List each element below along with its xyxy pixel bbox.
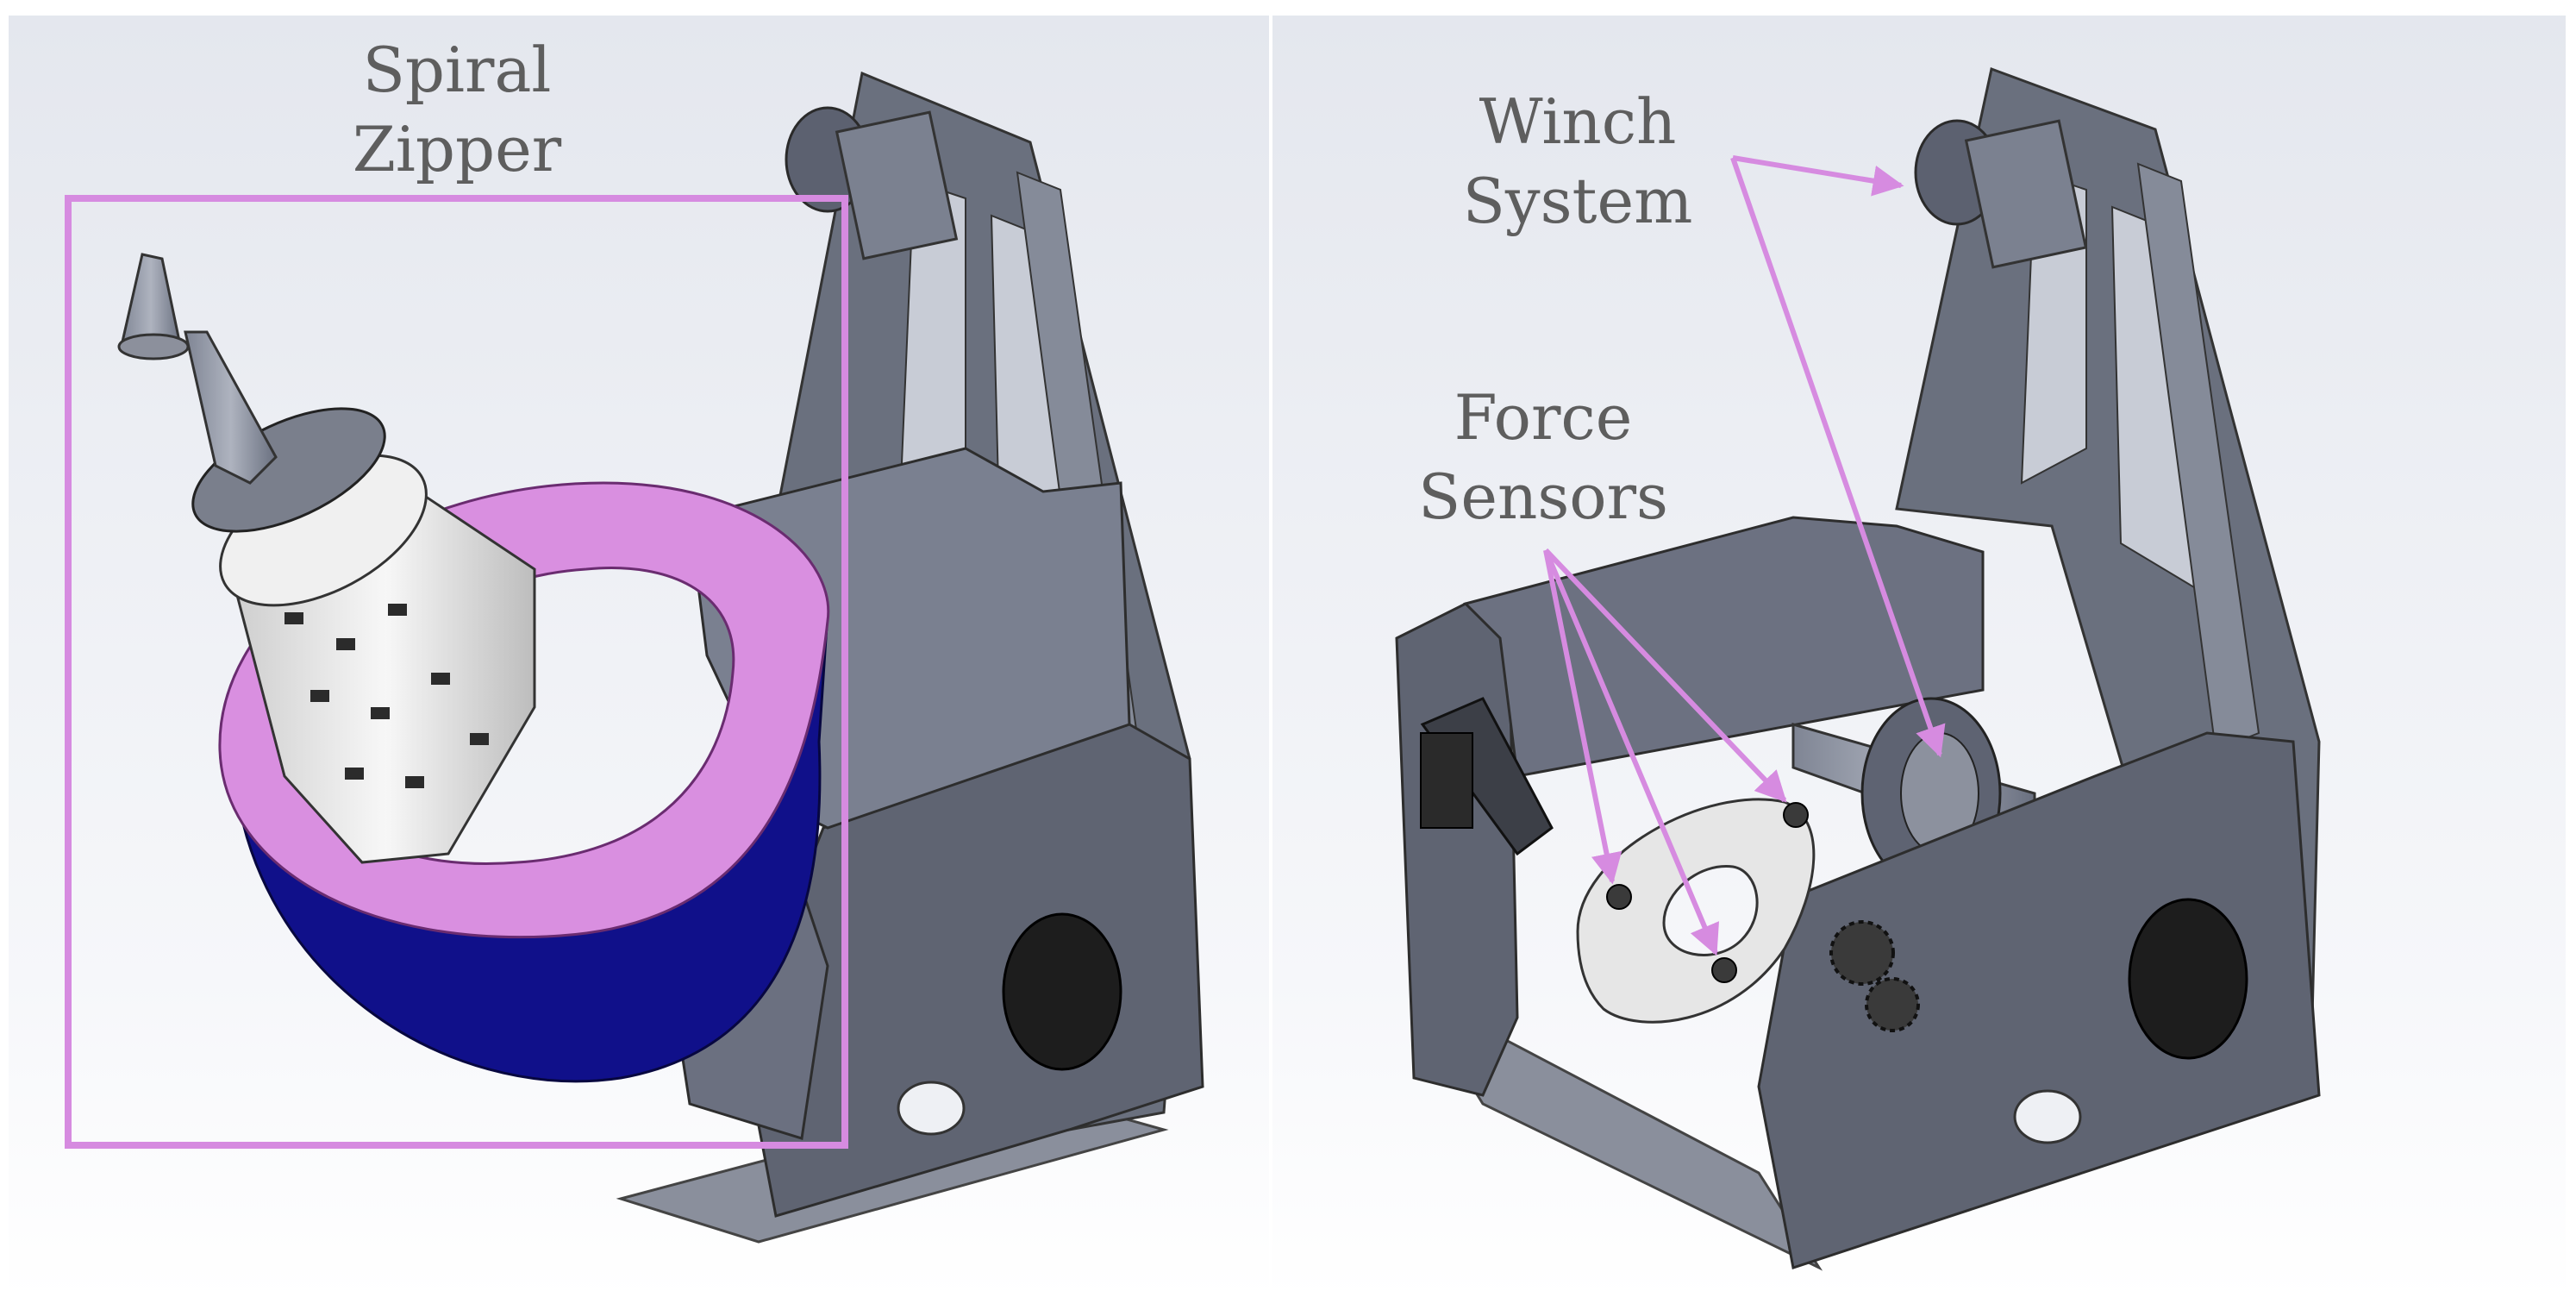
force-sensor-2 [1783, 802, 1809, 828]
force-sensor-arrows [1543, 548, 1787, 956]
winch-arrow-to-pulley [1732, 155, 1904, 197]
left-winch-bracket [835, 110, 959, 260]
left-side-hole [897, 1081, 966, 1136]
right-robot-assembly [1395, 66, 2321, 1271]
force-sensors-label: Force Sensors [1414, 378, 1673, 536]
force-sensors-label-line1: Force [1454, 381, 1633, 454]
zipper-tip-base [117, 333, 190, 360]
force-sensor-3 [1711, 957, 1737, 983]
spiral-zipper-label-line2: Zipper [352, 113, 562, 185]
force-arrow-2 [1543, 548, 1719, 956]
left-robot-assembly [117, 71, 1204, 1244]
winch-system-label-line1: Winch [1479, 85, 1677, 158]
spiral-zipper-label-line1: Spiral [362, 34, 552, 106]
force-arrow-1 [1543, 549, 1623, 885]
right-left-wall [1395, 602, 1519, 1097]
right-gear-2 [1865, 977, 1920, 1032]
force-sensors-label-line2: Sensors [1418, 461, 1668, 533]
right-rear-wall [1463, 516, 1985, 778]
winch-system-arrows [1730, 155, 1946, 758]
force-sensor-1 [1606, 884, 1632, 910]
winch-system-label-line2: System [1462, 165, 1693, 237]
right-side-plate [1757, 731, 2321, 1269]
right-motor-box [1420, 732, 1473, 829]
spiral-zipper-highlight-box [65, 195, 848, 1149]
right-gear-1 [1829, 920, 1895, 986]
zipper-collar [191, 407, 386, 533]
winch-system-label: Winch System [1448, 82, 1707, 241]
right-motor-disk [2128, 898, 2248, 1060]
zipper-nozzle [184, 330, 278, 485]
right-winch-bracket [1964, 119, 2088, 269]
winch-arrow-to-drum [1730, 157, 1946, 758]
spiral-zipper-label: Spiral Zipper [328, 30, 586, 189]
zipper-slots [284, 604, 489, 788]
right-tower-brace [2136, 162, 2260, 752]
force-arrow-3 [1543, 548, 1787, 803]
left-motor-disk [1002, 912, 1122, 1071]
right-side-hole [2013, 1089, 2082, 1144]
